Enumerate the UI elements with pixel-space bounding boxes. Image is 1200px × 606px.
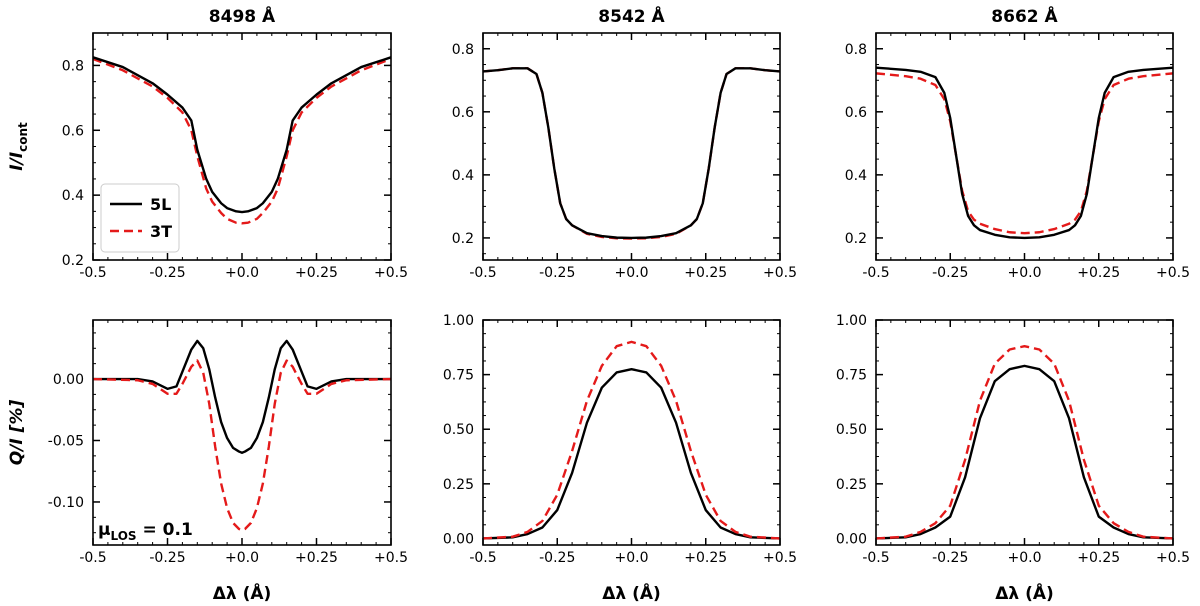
- y-tick-label: 0.2: [452, 231, 474, 247]
- panel-I-8662: -0.5 -0.25 +0.0 +0.25 +0.5 0.2 0.4 0.6 0.8 8662 Å: [845, 4, 1190, 281]
- y-tick-label: 0.50: [836, 422, 867, 438]
- x-tick-label: +0.5: [374, 550, 408, 566]
- x-tick-label: -0.25: [539, 550, 575, 566]
- series-line-5L: [483, 67, 780, 240]
- y-tick-label: -0.10: [48, 495, 84, 511]
- x-axis-label: Δλ (Å): [213, 581, 272, 604]
- axes-frame: [482, 32, 781, 261]
- series-line-5L: [483, 367, 780, 540]
- y-tick-label: 0.8: [62, 58, 84, 74]
- y-tick-label: 0.6: [62, 123, 84, 139]
- y-tick-label: -0.05: [48, 433, 84, 449]
- series-line-3T: [876, 345, 1173, 540]
- axes-frame: [482, 319, 781, 546]
- y-tick-label: 0.8: [845, 42, 867, 58]
- x-tick-label: -0.5: [862, 265, 889, 281]
- x-tick-label: +0.25: [1077, 550, 1120, 566]
- legend-box: [100, 183, 180, 253]
- y-tick-label: 0.25: [443, 477, 474, 493]
- x-tick-label: -0.25: [149, 265, 185, 281]
- y-tick-label: 1.00: [443, 313, 474, 329]
- y-tick-label: 0.00: [53, 372, 84, 388]
- y-tick-label: 0.25: [836, 477, 867, 493]
- y-axis-label: Q/I [%]: [7, 400, 27, 466]
- x-axis-label: Δλ (Å): [995, 581, 1054, 604]
- x-tick-label: +0.5: [763, 265, 797, 281]
- x-tick-label: -0.5: [79, 550, 106, 566]
- series-line-3T: [876, 72, 1173, 235]
- series-line-3T: [483, 340, 780, 540]
- x-tick-label: +0.0: [1008, 265, 1042, 281]
- x-tick-label: -0.25: [539, 265, 575, 281]
- series-line-5L: [876, 66, 1173, 240]
- y-tick-label: 0.4: [62, 188, 84, 204]
- y-tick-label: 0.00: [443, 531, 474, 547]
- panel-I-8498: -0.5 -0.25 +0.0 +0.25 +0.5 0.2 0.4 0.6 0.8 8498 Å…: [7, 4, 408, 281]
- x-tick-label: -0.5: [862, 550, 889, 566]
- panel-I-8542: -0.5 -0.25 +0.0 +0.25 +0.5 0.2 0.4 0.6 0.8 8542 Å: [452, 4, 797, 281]
- x-tick-label: +0.5: [763, 550, 797, 566]
- panel-title: 8662 Å: [991, 4, 1058, 27]
- x-tick-label: +0.5: [374, 265, 408, 281]
- x-tick-label: -0.25: [932, 265, 968, 281]
- y-axis-label: I/Icont: [7, 122, 30, 171]
- y-tick-label: 0.2: [62, 253, 84, 269]
- series-line-3T: [483, 67, 780, 240]
- x-tick-label: +0.25: [684, 550, 727, 566]
- y-tick-label: 0.4: [845, 168, 867, 184]
- panel-title: 8542 Å: [598, 4, 665, 27]
- axes-frame: [875, 32, 1174, 261]
- axes-frame: [875, 319, 1174, 546]
- x-tick-label: -0.25: [149, 550, 185, 566]
- legend-label-5L: 5L: [150, 195, 171, 214]
- y-tick-label: 0.4: [452, 168, 474, 184]
- y-tick-label: 0.75: [443, 368, 474, 384]
- series-line-3T: [93, 57, 391, 225]
- axes-frame: [92, 32, 392, 261]
- x-tick-label: -0.5: [79, 265, 106, 281]
- x-axis-label: Δλ (Å): [602, 581, 661, 604]
- y-tick-label: 0.00: [836, 531, 867, 547]
- x-tick-label: +0.25: [295, 550, 338, 566]
- y-tick-label: 0.8: [452, 42, 474, 58]
- x-tick-label: -0.25: [932, 550, 968, 566]
- x-tick-label: +0.5: [1156, 265, 1190, 281]
- series-line-5L: [93, 56, 391, 214]
- x-tick-label: -0.5: [469, 550, 496, 566]
- x-tick-label: -0.5: [469, 265, 496, 281]
- panel-title: 8498 Å: [209, 4, 276, 27]
- x-tick-label: +0.25: [684, 265, 727, 281]
- x-tick-label: +0.0: [615, 550, 649, 566]
- series-line-3T: [93, 359, 391, 532]
- x-tick-label: +0.0: [1008, 550, 1042, 566]
- panel-Q-8662: -0.5 -0.25 +0.0 +0.25 +0.5 0.00 0.25 0.50 0.75 1.…: [836, 313, 1190, 604]
- x-tick-label: +0.25: [295, 265, 338, 281]
- y-tick-label: 0.50: [443, 422, 474, 438]
- series-line-5L: [876, 364, 1173, 540]
- y-tick-label: 0.2: [845, 231, 867, 247]
- mu-los-annotation: μLOS = 0.1: [98, 520, 193, 543]
- axes-frame: [92, 319, 392, 546]
- y-tick-label: 0.75: [836, 368, 867, 384]
- y-tick-label: 0.6: [452, 105, 474, 121]
- x-tick-label: +0.25: [1077, 265, 1120, 281]
- panel-Q-8498: -0.5 -0.25 +0.0 +0.25 +0.5 0.00 -0.05 -0.10 Δλ (…: [7, 319, 408, 604]
- legend-label-3T: 3T: [150, 222, 172, 241]
- y-tick-label: 1.00: [836, 313, 867, 329]
- x-tick-label: +0.0: [225, 550, 259, 566]
- series-line-5L: [93, 339, 391, 454]
- panel-Q-8542: -0.5 -0.25 +0.0 +0.25 +0.5 0.00 0.25 0.50 0.75 1.…: [443, 313, 797, 604]
- x-tick-label: +0.5: [1156, 550, 1190, 566]
- x-tick-label: +0.0: [225, 265, 259, 281]
- y-tick-label: 0.6: [845, 105, 867, 121]
- x-tick-label: +0.0: [615, 265, 649, 281]
